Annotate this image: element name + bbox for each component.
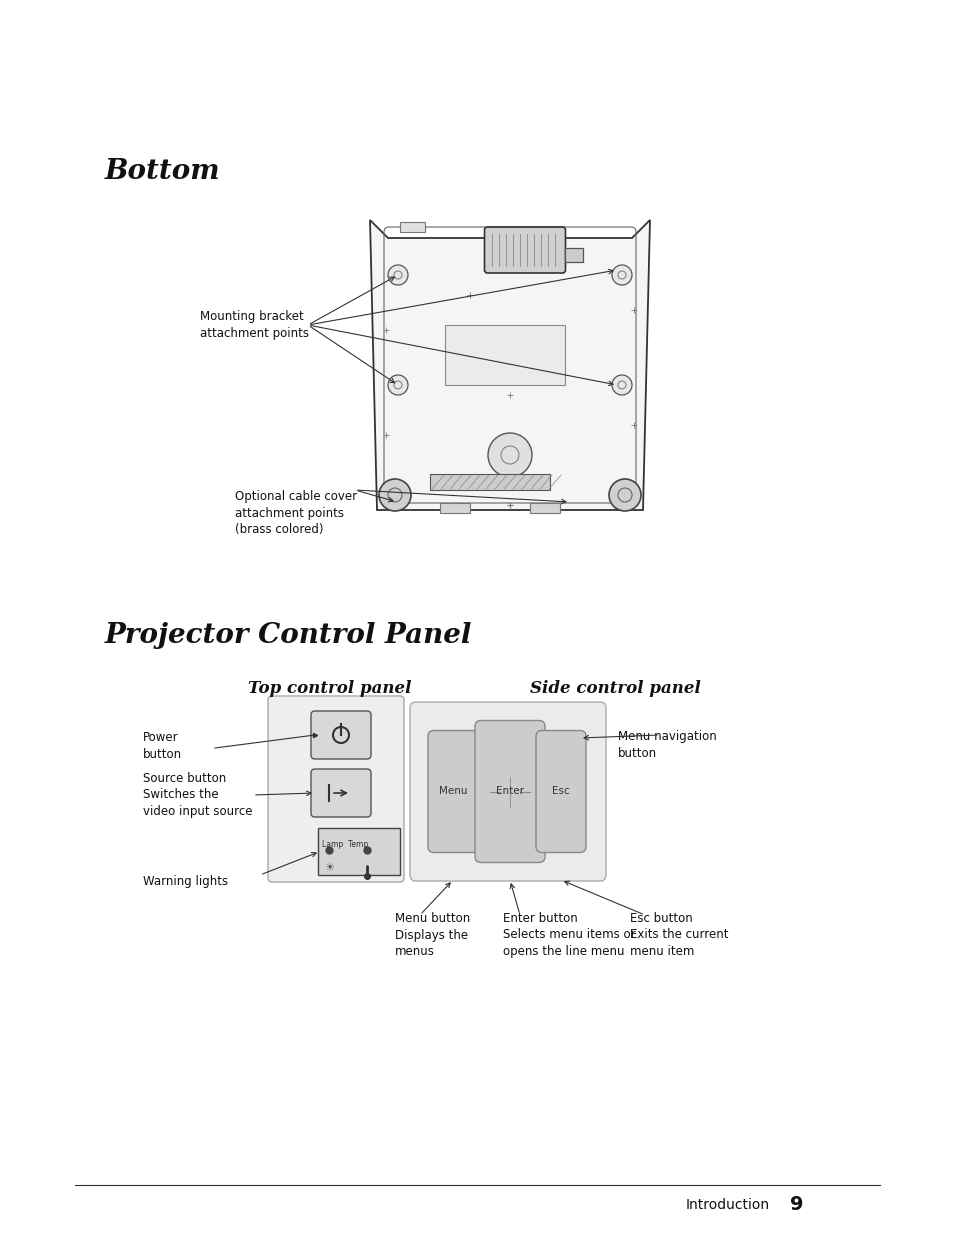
Text: Menu: Menu (438, 787, 467, 797)
Circle shape (388, 375, 408, 395)
FancyBboxPatch shape (399, 222, 424, 232)
FancyBboxPatch shape (428, 730, 477, 852)
Text: Mounting bracket
attachment points: Mounting bracket attachment points (200, 310, 309, 340)
Text: Projector Control Panel: Projector Control Panel (105, 622, 472, 650)
Text: Source button
Switches the
video input source: Source button Switches the video input s… (143, 772, 253, 818)
FancyBboxPatch shape (268, 697, 403, 882)
FancyBboxPatch shape (536, 730, 585, 852)
Text: Introduction: Introduction (685, 1198, 769, 1212)
Text: ☀: ☀ (324, 863, 334, 873)
FancyBboxPatch shape (444, 325, 564, 385)
Text: Bottom: Bottom (105, 158, 220, 185)
FancyBboxPatch shape (410, 701, 605, 881)
FancyBboxPatch shape (530, 503, 559, 513)
Text: Top control panel: Top control panel (248, 680, 412, 697)
Text: Optional cable cover
attachment points
(brass colored): Optional cable cover attachment points (… (234, 490, 356, 536)
Text: Side control panel: Side control panel (530, 680, 700, 697)
FancyBboxPatch shape (311, 711, 371, 760)
Polygon shape (370, 220, 649, 510)
Circle shape (488, 433, 532, 477)
Circle shape (612, 266, 631, 285)
FancyBboxPatch shape (439, 503, 470, 513)
Circle shape (388, 266, 408, 285)
Text: Lamp  Temp: Lamp Temp (322, 840, 368, 848)
Circle shape (608, 479, 640, 511)
FancyBboxPatch shape (484, 227, 565, 273)
Text: Power
button: Power button (143, 731, 182, 761)
Text: Esc: Esc (552, 787, 569, 797)
FancyBboxPatch shape (565, 248, 583, 262)
Circle shape (612, 375, 631, 395)
Text: Enter button
Selects menu items or
opens the line menu: Enter button Selects menu items or opens… (502, 911, 635, 958)
Text: Esc button
Exits the current
menu item: Esc button Exits the current menu item (629, 911, 728, 958)
FancyBboxPatch shape (317, 827, 399, 876)
FancyBboxPatch shape (311, 769, 371, 818)
Text: 9: 9 (789, 1195, 802, 1214)
Text: Enter: Enter (496, 787, 523, 797)
Text: Menu navigation
button: Menu navigation button (618, 730, 716, 760)
Circle shape (378, 479, 411, 511)
FancyBboxPatch shape (430, 474, 550, 490)
Text: Menu button
Displays the
menus: Menu button Displays the menus (395, 911, 470, 958)
FancyBboxPatch shape (475, 720, 544, 862)
Text: Warning lights: Warning lights (143, 876, 228, 888)
